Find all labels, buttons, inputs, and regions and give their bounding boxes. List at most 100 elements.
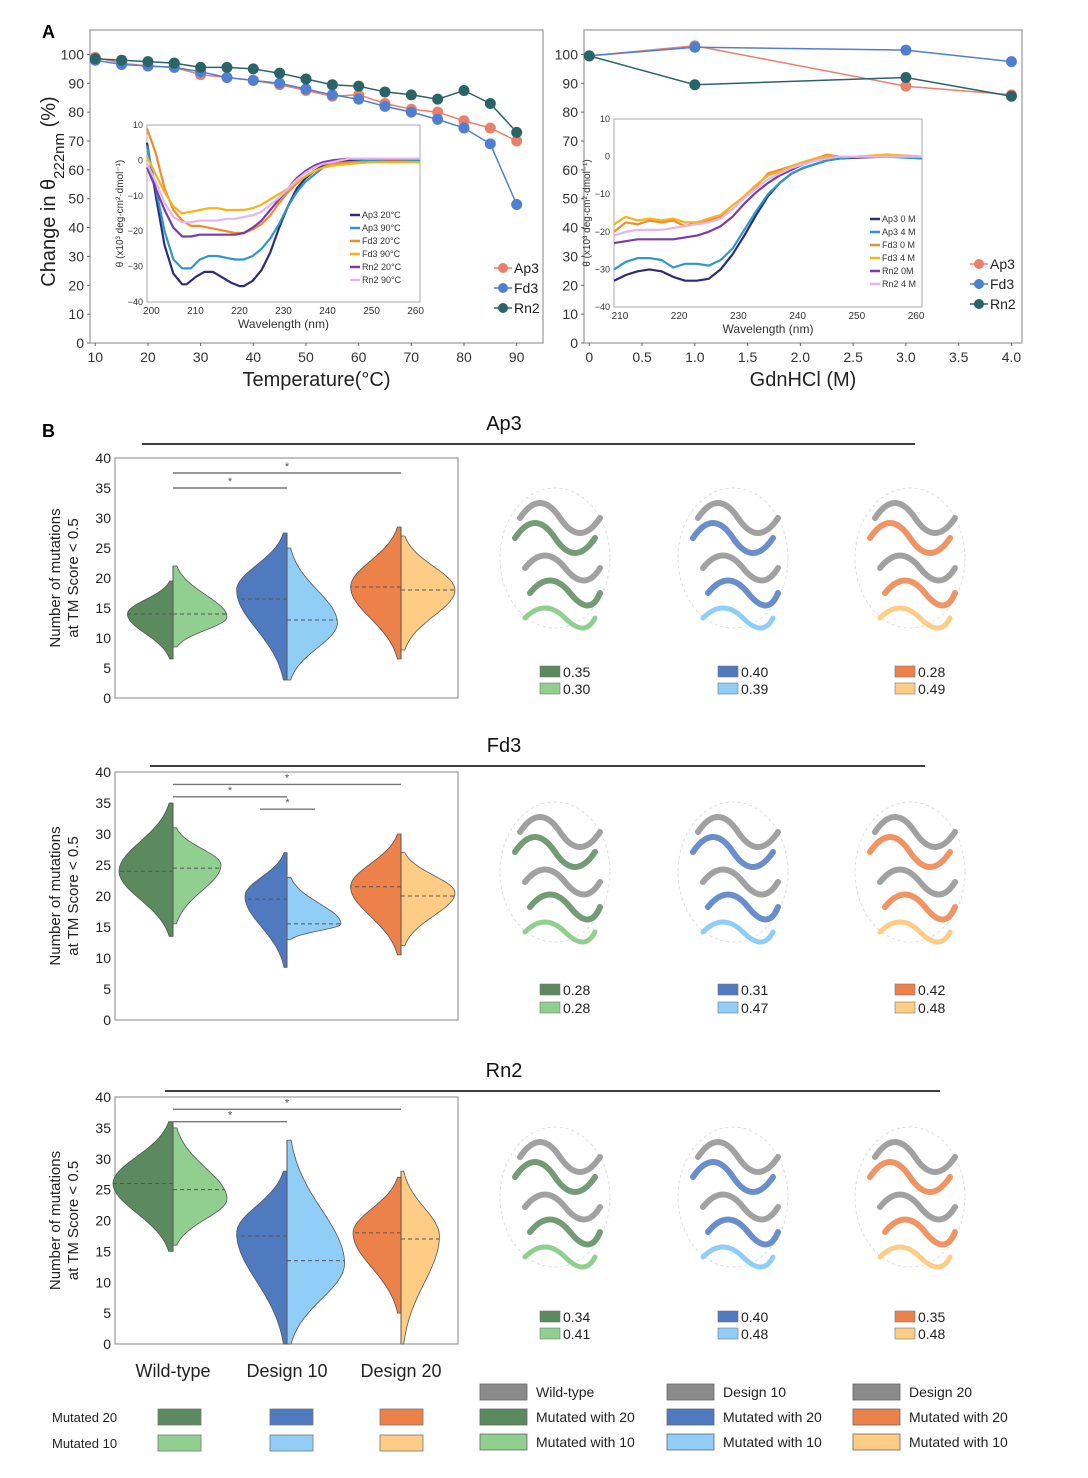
protein-title: Ap3 <box>486 413 522 435</box>
inset-legend-label: Ap3 90°C <box>362 223 401 233</box>
y-tick-label: 5 <box>103 981 111 997</box>
violin-plot-frame <box>114 771 459 1021</box>
significance-star: * <box>228 785 233 797</box>
data-point-fd3 <box>379 100 391 112</box>
mutated10-ribbon <box>877 919 953 945</box>
legend-marker <box>974 299 984 309</box>
legend-marker <box>974 279 984 289</box>
data-point-rn2 <box>1005 90 1017 102</box>
x-tick-label: 50 <box>298 349 314 365</box>
inset-series-line <box>146 157 420 224</box>
protein-structure-overlay <box>854 801 966 945</box>
data-point-rn2 <box>274 67 286 79</box>
y-tick-label: 10 <box>95 1274 111 1290</box>
tm-score-mutated20: 0.31 <box>741 982 768 998</box>
violin-half-m20 <box>236 1170 288 1345</box>
y-tick-label: 70 <box>68 133 84 149</box>
tm-swatch-mutated10 <box>539 1001 561 1014</box>
data-point-rn2 <box>511 126 523 138</box>
tm-score-mutated10: 0.48 <box>918 1326 945 1342</box>
violin-half-m10 <box>286 1139 346 1345</box>
data-point-rn2 <box>353 80 365 92</box>
inset-x-tick-label: 230 <box>730 311 747 322</box>
y-tick-label: 10 <box>95 630 111 646</box>
y-tick-label: 30 <box>95 510 111 526</box>
data-point-fd3 <box>432 113 444 125</box>
inset-x-tick-label: 210 <box>612 311 629 322</box>
x-tick-label: 10 <box>87 349 103 365</box>
protein-structure-overlay <box>499 801 611 945</box>
inset-x-tick-label: 250 <box>849 311 866 322</box>
y-axis-label-line2: at TM Score < 0.5 <box>65 1161 82 1280</box>
data-point-fd3 <box>405 106 417 118</box>
inset-x-tick-label: 250 <box>363 306 380 317</box>
inset-legend-label: Ap3 0 M <box>882 214 916 224</box>
legend-label: Fd3 <box>514 280 538 296</box>
inset-x-tick-label: 220 <box>671 311 688 322</box>
violin-half-m10 <box>400 852 456 946</box>
inset-y-tick-label: 10 <box>600 114 610 124</box>
y-tick-label: 25 <box>95 1182 111 1198</box>
tm-score-mutated10: 0.30 <box>563 681 590 697</box>
data-point-rn2 <box>142 56 154 68</box>
x-tick-label: 2.5 <box>843 349 863 365</box>
tm-score-mutated20: 0.35 <box>918 1309 945 1325</box>
inset-x-axis-label: Wavelength (nm) <box>238 317 329 331</box>
plot-frame <box>583 29 1023 344</box>
inset-y-axis-label: θ (x10³ deg·cm²·dmol⁻¹) <box>115 160 126 268</box>
y-tick-label: 35 <box>95 795 111 811</box>
plot-frame <box>89 29 544 344</box>
y-tick-label: 20 <box>95 1213 111 1229</box>
inset-legend-label: Rn2 20°C <box>362 262 402 272</box>
tm-score-mutated10: 0.48 <box>741 1326 768 1342</box>
inset-y-tick-label: −30 <box>595 264 610 274</box>
mutated20-ribbon <box>690 834 781 923</box>
y-tick-label: 15 <box>95 919 111 935</box>
x-tick-label: 0 <box>585 349 593 365</box>
y-tick-label: 10 <box>95 950 111 966</box>
tm-score-mutated20: 0.42 <box>918 982 945 998</box>
x-tick-label: 30 <box>193 349 209 365</box>
x-tick-label: 70 <box>404 349 420 365</box>
mutated10-ribbon <box>700 605 776 631</box>
series-line-rn2 <box>589 55 1012 98</box>
legend-marker <box>498 303 508 313</box>
x-tick-label: 4.0 <box>1002 349 1022 365</box>
data-point-rn2 <box>168 57 180 69</box>
inset-x-tick-label: 200 <box>143 306 160 317</box>
mutated10-ribbon <box>522 919 598 945</box>
inset-x-tick-label: 240 <box>319 306 336 317</box>
legend-label: Design 20 <box>909 1384 972 1400</box>
tm-swatch-mutated10 <box>717 682 739 695</box>
inset-series-line <box>613 153 923 226</box>
inset-x-tick-label: 220 <box>231 306 248 317</box>
legend-swatch <box>479 1433 528 1451</box>
significance-star: * <box>285 1097 290 1109</box>
legend-swatch <box>269 1434 314 1452</box>
panel-label-a: A <box>42 22 55 42</box>
violin-plot-frame <box>114 457 459 699</box>
legend-label: Fd3 <box>990 276 1014 292</box>
inset-y-tick-label: −10 <box>128 191 143 201</box>
inset-x-axis-label: Wavelength (nm) <box>723 322 814 336</box>
inset-series-line <box>146 156 420 215</box>
legend-swatch <box>157 1408 202 1426</box>
legend-swatch <box>157 1434 202 1452</box>
x-category-label: Design 20 <box>360 1361 441 1381</box>
wildtype-ribbon <box>695 814 781 898</box>
structure-placeholder <box>854 1126 966 1268</box>
inset-y-tick-label: 0 <box>605 152 610 162</box>
tm-swatch-mutated20 <box>717 983 739 996</box>
significance-star: * <box>285 461 290 473</box>
x-category-label: Design 10 <box>246 1361 327 1381</box>
tm-score-mutated20: 0.28 <box>563 982 590 998</box>
tm-score-mutated10: 0.47 <box>741 1000 768 1016</box>
inset-legend-label: Fd3 20°C <box>362 236 401 246</box>
y-tick-label: 40 <box>95 764 111 780</box>
legend-swatch <box>666 1408 715 1426</box>
violin-panel-ap3: Ap3 0 5 10 15 20 25 30 35 40 Number of mutations at… <box>47 413 966 706</box>
inset-x-tick-label: 210 <box>187 306 204 317</box>
legend-swatch <box>666 1383 715 1401</box>
